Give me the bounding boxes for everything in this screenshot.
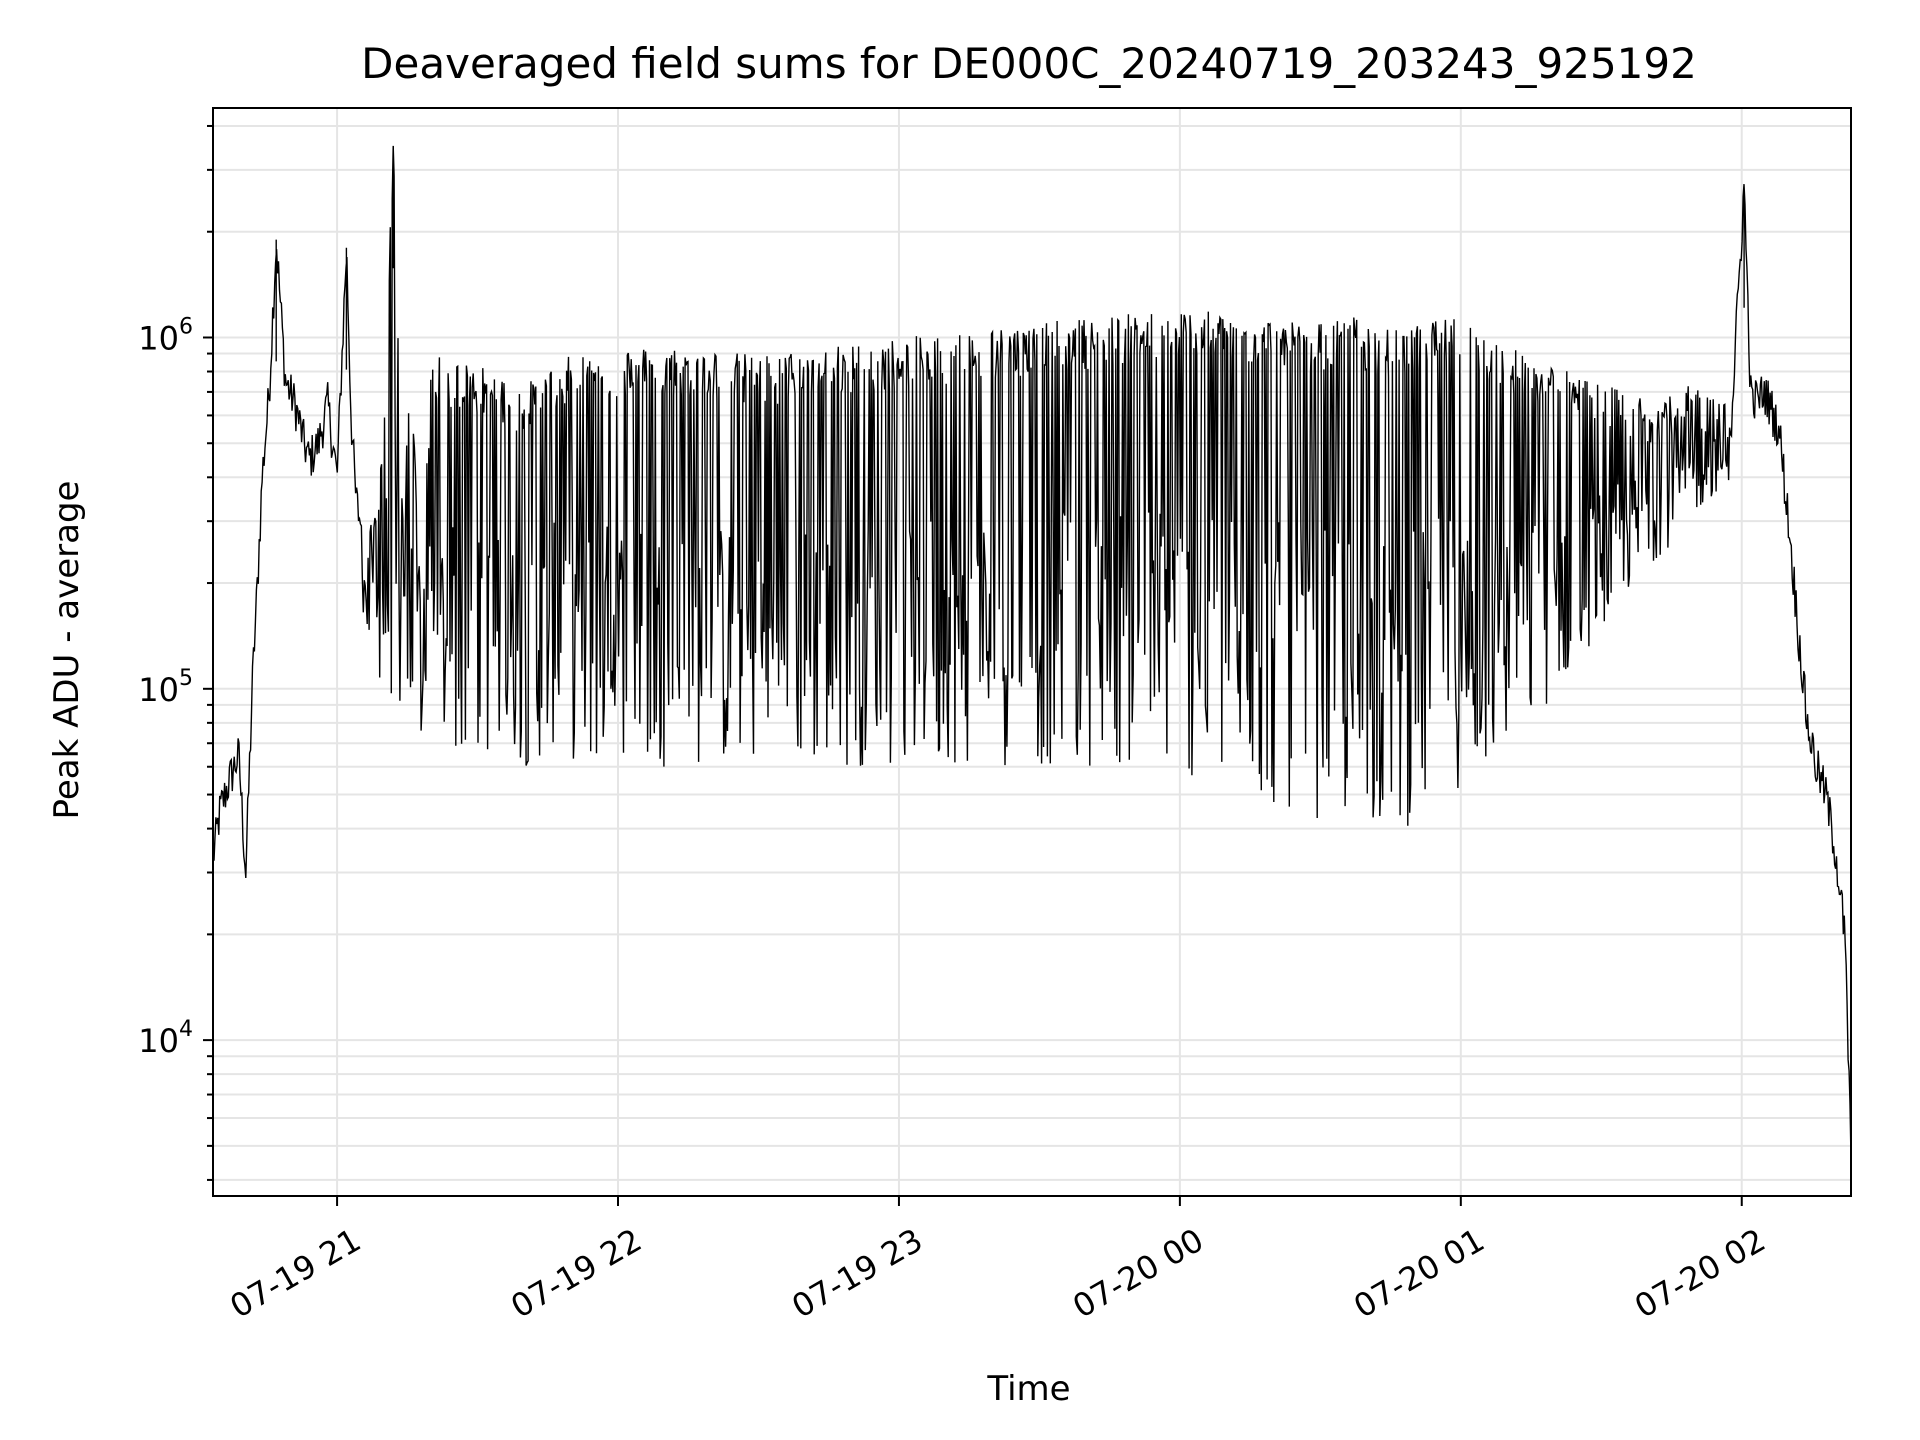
y-tick-label-exponent: 6 [179,314,193,339]
y-tick-label: 104 [138,1017,193,1060]
y-tick-label-exponent: 5 [179,666,193,691]
y-tick-label: 105 [138,666,193,709]
y-tick-label: 106 [138,314,193,357]
y-axis-label: Peak ADU - average [47,481,87,820]
plot-frame [212,107,1852,1197]
chart-title: Deaveraged field sums for DE000C_2024071… [361,39,1697,88]
series-layer [213,145,1851,1160]
y-tick-label-exponent: 4 [179,1017,193,1042]
y-tick-label-base: 10 [138,319,179,357]
x-axis-label: Time [986,1369,1070,1409]
series-line [213,145,1851,1160]
y-tick-label-base: 10 [138,671,179,709]
y-tick-label-base: 10 [138,1022,179,1060]
